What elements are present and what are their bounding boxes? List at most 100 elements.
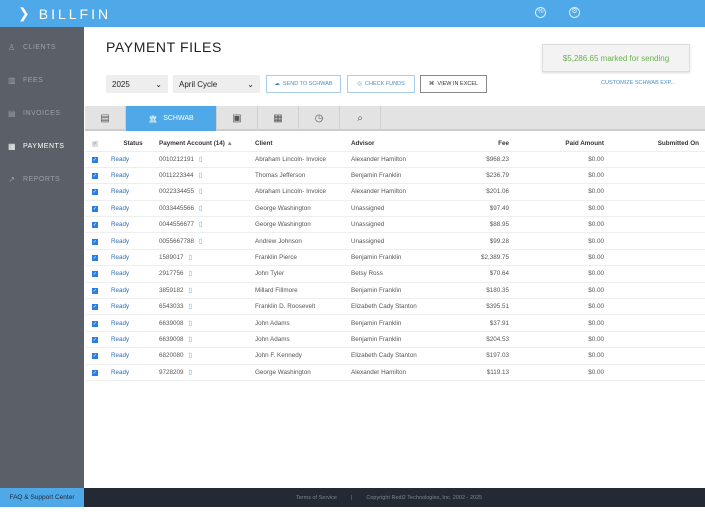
row-checkbox[interactable]: ✓ [92, 320, 98, 327]
cycle-select[interactable]: April Cycle ⌄ [173, 75, 260, 93]
document-icon[interactable]: ▯ [199, 155, 203, 163]
paid-amount: $0.00 [509, 331, 604, 349]
table-row[interactable]: ✓ Ready 6820080 ▯ John F. Kennedy Elizabe… [85, 347, 705, 365]
submitted-on [604, 331, 705, 349]
billing-icon[interactable]: % [535, 7, 546, 18]
fee-value: $236.79 [441, 167, 509, 185]
status-link[interactable]: Ready [111, 254, 130, 262]
col-account[interactable]: Payment Account (14) ▲ [159, 137, 255, 152]
tab-history[interactable]: ◷ [299, 106, 340, 131]
advisor-name: Elizabeth Cady Stanton [351, 298, 441, 316]
sidebar-item-fees[interactable]: ▥ FEES [8, 75, 44, 85]
document-icon[interactable]: ▯ [188, 319, 192, 327]
faq-support-button[interactable]: FAQ & Support Center [0, 488, 84, 507]
tab-search[interactable]: ⌕ [340, 106, 381, 131]
status-link[interactable]: Ready [111, 155, 130, 163]
sort-asc-icon: ▲ [226, 140, 233, 148]
table-row[interactable]: ✓ Ready 0033445566 ▯ George Washington Un… [85, 200, 705, 218]
payments-table: ✓ Status Payment Account (14) ▲ Client A… [85, 137, 705, 381]
sidebar: ♙ CLIENTS ▥ FEES ▤ INVOICES ▦ PAYMENTS ↗ REPORTS [0, 27, 84, 488]
view-in-excel-button[interactable]: ⌘ VIEW IN EXCEL [420, 75, 487, 93]
terms-link[interactable]: Terms of Service [296, 494, 337, 501]
account-number: 0044556677 [159, 221, 195, 229]
table-row[interactable]: ✓ Ready 0011223344 ▯ Thomas Jefferson Ben… [85, 167, 705, 185]
table-row[interactable]: ✓ Ready 0022334455 ▯ Abraham Lincoln- Inv… [85, 183, 705, 201]
document-icon[interactable]: ▯ [199, 237, 203, 245]
status-link[interactable]: Ready [111, 188, 130, 196]
sidebar-item-invoices[interactable]: ▤ INVOICES [8, 108, 61, 118]
status-link[interactable]: Ready [111, 352, 130, 360]
status-link[interactable]: Ready [111, 172, 130, 180]
row-checkbox[interactable]: ✓ [92, 271, 98, 278]
document-icon[interactable]: ▯ [188, 286, 192, 294]
status-link[interactable]: Ready [111, 286, 130, 294]
sidebar-item-clients[interactable]: ♙ CLIENTS [8, 42, 57, 52]
row-checkbox[interactable]: ✓ [92, 287, 98, 294]
send-to-schwab-button[interactable]: ☁ SEND TO SCHWAB [266, 75, 341, 93]
col-client[interactable]: Client [255, 137, 351, 152]
col-status[interactable]: Status [107, 137, 159, 152]
table-row[interactable]: ✓ Ready 6639008 ▯ John Adams Benjamin Fra… [85, 314, 705, 332]
row-checkbox[interactable]: ✓ [92, 255, 98, 262]
tab-briefcase[interactable]: ▣ [217, 106, 258, 131]
document-icon[interactable]: ▯ [198, 172, 203, 180]
document-icon[interactable]: ▯ [188, 352, 192, 360]
paid-amount: $0.00 [509, 347, 604, 365]
row-checkbox[interactable]: ✓ [92, 353, 98, 360]
table-row[interactable]: ✓ Ready 1589017 ▯ Franklin Pierce Benjami… [85, 249, 705, 267]
document-icon[interactable]: ▯ [188, 368, 192, 376]
status-link[interactable]: Ready [111, 237, 130, 245]
row-checkbox[interactable]: ✓ [92, 205, 98, 212]
document-icon[interactable]: ▯ [188, 270, 192, 278]
table-row[interactable]: ✓ Ready 0055667788 ▯ Andrew Johnson Unass… [85, 232, 705, 250]
table-row[interactable]: ✓ Ready 6543033 ▯ Franklin D. Roosevelt E… [85, 298, 705, 316]
table-row[interactable]: ✓ Ready 0010212191 ▯ Abraham Lincoln- Inv… [85, 151, 705, 168]
sidebar-item-reports[interactable]: ↗ REPORTS [8, 174, 61, 184]
tab-schwab[interactable]: 🏛 SCHWAB [126, 106, 217, 131]
paid-amount: $0.00 [509, 249, 604, 267]
status-link[interactable]: Ready [111, 270, 130, 278]
row-checkbox[interactable]: ✓ [92, 369, 98, 376]
excel-icon: ⌘ [428, 81, 435, 87]
sidebar-item-payments[interactable]: ▦ PAYMENTS [8, 141, 65, 151]
document-icon[interactable]: ▯ [199, 188, 203, 196]
select-all-checkbox[interactable]: ✓ [92, 141, 98, 148]
col-submitted[interactable]: Submitted On [604, 137, 705, 152]
status-link[interactable]: Ready [111, 221, 130, 229]
gear-icon[interactable]: ⚙ [569, 7, 580, 18]
document-icon[interactable]: ▯ [188, 254, 192, 262]
tab-calculator[interactable]: ▦ [258, 106, 299, 131]
row-checkbox[interactable]: ✓ [92, 189, 98, 196]
status-link[interactable]: Ready [111, 335, 130, 343]
client-name: Millard Fillmore [255, 282, 351, 300]
status-link[interactable]: Ready [111, 204, 130, 212]
status-link[interactable]: Ready [111, 368, 130, 376]
row-checkbox[interactable]: ✓ [92, 304, 98, 311]
table-row[interactable]: ✓ Ready 6639008 ▯ John Adams Benjamin Fra… [85, 331, 705, 349]
row-checkbox[interactable]: ✓ [92, 222, 98, 229]
submitted-on [604, 183, 705, 201]
row-checkbox[interactable]: ✓ [92, 336, 98, 343]
document-icon[interactable]: ▯ [199, 221, 203, 229]
col-fee[interactable]: Fee [441, 137, 509, 152]
col-paid[interactable]: Paid Amount [509, 137, 604, 152]
status-link[interactable]: Ready [111, 319, 130, 327]
document-icon[interactable]: ▯ [188, 303, 192, 311]
table-row[interactable]: ✓ Ready 0044556677 ▯ George Washington Un… [85, 216, 705, 234]
year-select[interactable]: 2025 ⌄ [106, 75, 168, 93]
check-funds-button[interactable]: ◎ CHECK FUNDS [347, 75, 415, 93]
row-checkbox[interactable]: ✓ [92, 238, 98, 245]
customize-schwab-export-link[interactable]: CUSTOMIZE SCHWAB EXP... [601, 80, 676, 86]
table-row[interactable]: ✓ Ready 3859182 ▯ Millard Fillmore Benjam… [85, 282, 705, 300]
col-advisor[interactable]: Advisor [351, 137, 441, 152]
tab-document[interactable]: ▤ [85, 106, 126, 131]
table-row[interactable]: ✓ Ready 9728209 ▯ George Washington Alexa… [85, 364, 705, 381]
document-icon[interactable]: ▯ [199, 204, 203, 212]
logo[interactable]: ❯ BILLFIN [18, 5, 112, 22]
row-checkbox[interactable]: ✓ [92, 173, 98, 180]
status-link[interactable]: Ready [111, 303, 130, 311]
row-checkbox[interactable]: ✓ [92, 156, 98, 163]
document-icon[interactable]: ▯ [188, 335, 192, 343]
copyright: Copyright Redi2 Technologies, Inc. 2002 … [366, 494, 483, 501]
table-row[interactable]: ✓ Ready 2917756 ▯ John Tyler Betsy Ross $… [85, 265, 705, 283]
